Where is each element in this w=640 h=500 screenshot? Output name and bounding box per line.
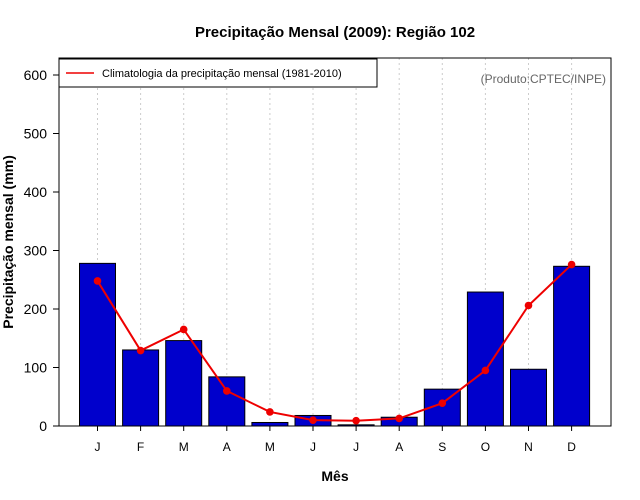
bar-f-2 xyxy=(122,349,160,427)
climatology-point xyxy=(136,346,145,355)
x-tick-label: J xyxy=(310,440,316,454)
bar-o-10 xyxy=(466,291,504,427)
y-axis: 0 100 200 300 400 500 600 xyxy=(24,67,59,434)
y-axis-title: Precipitação mensal (mm) xyxy=(0,155,16,329)
bar-j-1 xyxy=(79,262,116,427)
climatology-series xyxy=(93,260,576,425)
legend-box xyxy=(58,58,378,88)
x-tick-label: A xyxy=(395,440,403,454)
chart-title: Precipitação Mensal (2009): Região 102 xyxy=(195,24,475,41)
bar-m-5 xyxy=(251,421,289,427)
climatology-point xyxy=(438,399,447,407)
x-tick-label: S xyxy=(438,440,446,454)
climatology-point xyxy=(223,387,231,395)
y-tick-label: 200 xyxy=(24,301,48,317)
y-tick-label: 100 xyxy=(24,360,48,376)
bar-m-3 xyxy=(165,340,203,427)
credit-text: (Produto:CPTEC/INPE) xyxy=(481,72,606,86)
bar-series xyxy=(79,262,591,427)
climatology-point xyxy=(524,301,533,310)
climatology-line xyxy=(96,263,573,422)
x-tick-label: M xyxy=(179,440,189,454)
x-tick-label: D xyxy=(567,440,576,454)
x-tick-label: A xyxy=(223,440,231,454)
climatology-point xyxy=(567,260,576,269)
climatology-point xyxy=(266,408,274,416)
x-tick-label: J xyxy=(353,440,359,454)
y-tick-label: 600 xyxy=(24,67,48,83)
x-tick-label: J xyxy=(95,440,101,454)
climatology-point xyxy=(395,414,404,423)
bar-n-11 xyxy=(510,368,547,427)
plot-frame xyxy=(58,57,612,427)
bar-d-12 xyxy=(553,265,591,427)
climatology-point xyxy=(179,325,188,334)
x-axis-title: Mês xyxy=(321,468,348,484)
x-tick-label: O xyxy=(481,440,490,454)
y-tick-label: 500 xyxy=(24,126,48,142)
y-tick-label: 400 xyxy=(24,184,48,200)
bar-a-4 xyxy=(208,376,246,427)
x-tick-label: M xyxy=(265,440,275,454)
legend-label: Climatologia da precipitação mensal (198… xyxy=(102,68,342,80)
y-tick-label: 300 xyxy=(24,243,48,259)
climatology-point xyxy=(309,416,317,424)
climatology-point xyxy=(93,277,102,285)
climatology-point xyxy=(481,366,490,375)
x-tick-label: N xyxy=(524,440,533,454)
y-tick-label: 0 xyxy=(39,418,47,434)
climatology-point xyxy=(352,416,360,425)
legend: Climatologia da precipitação mensal (198… xyxy=(58,58,378,88)
x-tick-label: F xyxy=(137,440,144,454)
